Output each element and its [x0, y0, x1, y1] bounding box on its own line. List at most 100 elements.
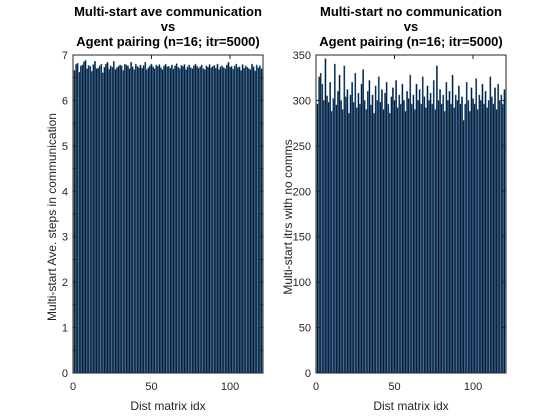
- left-chart-bar: [163, 65, 165, 374]
- right-chart-bar: [327, 102, 330, 374]
- right-chart-bar: [451, 74, 454, 374]
- right-chart-x-tick-label: 100: [464, 381, 482, 393]
- left-chart-bar: [103, 67, 106, 374]
- left-chart-bar: [224, 68, 227, 374]
- right-chart-bar: [428, 100, 430, 374]
- left-chart-bar: [160, 67, 162, 374]
- right-chart-bar: [409, 74, 412, 374]
- left-chart-bar: [218, 69, 220, 374]
- right-chart-y-tick-label: 150: [293, 232, 311, 244]
- right-chart-bar: [442, 94, 445, 374]
- left-chart-bar: [189, 67, 192, 374]
- left-chart-bar: [240, 70, 242, 374]
- right-chart-bar: [489, 76, 492, 374]
- right-chart-y-tick-label: 50: [299, 323, 311, 335]
- right-chart-bar: [326, 95, 328, 374]
- right-chart-bar: [354, 72, 357, 374]
- right-chart-bar: [341, 109, 344, 374]
- right-chart-bar: [476, 109, 479, 374]
- left-chart-bar: [167, 66, 170, 374]
- right-chart-title-line-1: Multi-start no communication: [320, 4, 502, 19]
- left-chart-bar: [197, 67, 200, 374]
- right-chart-bar: [335, 104, 338, 374]
- left-chart-x-tick-label: 100: [221, 381, 239, 393]
- right-chart-bar: [456, 100, 459, 374]
- left-chart-y-tick-label: 3: [62, 232, 68, 244]
- left-chart-bar: [155, 64, 158, 374]
- right-chart-bar: [330, 111, 333, 374]
- right-chart-title-line-3: Agent pairing (n=16; itr=5000): [319, 34, 503, 49]
- left-chart-bar: [108, 68, 110, 374]
- right-chart-bar: [366, 91, 369, 374]
- right-chart-bar: [464, 103, 467, 374]
- right-chart-title-line-2: vs: [404, 19, 418, 34]
- left-chart-bar: [241, 64, 244, 374]
- right-chart-bar: [447, 100, 449, 374]
- right-chart-bars: [316, 58, 506, 374]
- right-chart-bar: [462, 120, 465, 374]
- right-chart-bar: [371, 94, 374, 374]
- left-chart: Multi-start ave communication vs Agent p…: [45, 4, 264, 413]
- left-chart-bar: [127, 65, 129, 374]
- left-chart-bar: [186, 66, 189, 374]
- left-chart-bar: [174, 65, 176, 374]
- left-chart-bar: [257, 67, 260, 374]
- left-chart-bar: [94, 61, 96, 374]
- right-chart-bar: [414, 109, 416, 374]
- right-chart-bar: [439, 89, 441, 374]
- left-chart-bar: [169, 67, 172, 374]
- left-chart-bar: [86, 68, 89, 374]
- right-chart-bar: [362, 69, 364, 374]
- left-chart-bar: [122, 70, 125, 374]
- right-chart-bar: [458, 85, 460, 374]
- right-chart-bar: [443, 111, 446, 374]
- left-chart-bar: [215, 67, 217, 374]
- right-chart-bar: [450, 103, 452, 374]
- right-chart-y-axis: 0 50 100 150 200 250 300 350: [293, 50, 506, 380]
- left-chart-bar: [134, 63, 137, 374]
- left-chart-bar: [152, 66, 154, 374]
- right-chart-bar: [373, 112, 375, 374]
- right-chart-y-tick-label: 250: [293, 141, 311, 153]
- right-chart-bar: [486, 107, 489, 374]
- right-chart-x-tick-label: 50: [388, 381, 400, 393]
- left-chart-bar: [153, 68, 156, 374]
- left-chart-bar: [149, 65, 151, 374]
- left-chart-bar: [254, 70, 257, 374]
- left-chart-bar: [156, 66, 159, 374]
- right-chart-bar: [418, 89, 421, 374]
- left-chart-bar: [207, 67, 209, 374]
- left-chart-bar: [141, 67, 143, 374]
- right-chart-bar: [469, 111, 471, 374]
- right-chart-bar: [478, 94, 481, 374]
- left-chart-bar: [249, 69, 252, 374]
- left-chart-bar: [180, 65, 183, 374]
- right-chart-bar: [393, 100, 396, 374]
- left-chart-bar: [251, 63, 253, 374]
- right-chart-bar: [332, 98, 335, 374]
- right-chart-bar: [363, 100, 366, 374]
- left-chart-bar: [178, 68, 181, 374]
- right-chart-bar: [390, 96, 393, 374]
- left-chart-bar: [183, 64, 186, 374]
- right-chart-bar: [484, 91, 487, 374]
- left-chart-bar: [172, 68, 175, 374]
- right-chart-bar: [348, 112, 350, 374]
- right-chart-bar: [344, 96, 347, 374]
- right-chart-bar: [333, 63, 336, 374]
- left-chart-bar: [191, 68, 194, 374]
- left-chart-bar: [219, 66, 222, 374]
- left-chart-bar: [131, 66, 134, 374]
- left-chart-bar: [188, 64, 191, 374]
- left-chart-bar: [150, 63, 153, 374]
- left-chart-bar: [90, 71, 93, 374]
- left-chart-bar: [78, 72, 81, 374]
- left-chart-bar: [230, 66, 233, 374]
- left-chart-bar: [95, 68, 98, 374]
- left-chart-bar: [216, 63, 219, 374]
- left-chart-bar: [119, 64, 121, 374]
- left-chart-bar: [202, 68, 205, 374]
- right-chart-bar: [340, 100, 343, 374]
- right-chart-y-tick-label: 350: [293, 50, 311, 62]
